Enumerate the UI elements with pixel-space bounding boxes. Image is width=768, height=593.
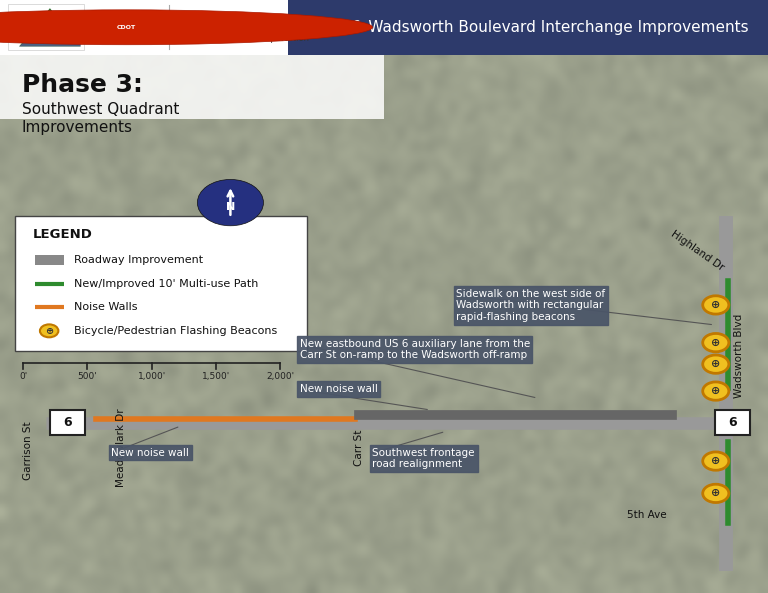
Text: ⊕: ⊕ xyxy=(711,300,720,310)
Text: US 6 & Wadsworth Boulevard Interchange Improvements: US 6 & Wadsworth Boulevard Interchange I… xyxy=(311,20,749,35)
Text: ⊕: ⊕ xyxy=(45,326,53,336)
FancyBboxPatch shape xyxy=(35,256,64,265)
FancyBboxPatch shape xyxy=(715,410,750,435)
Text: New eastbound US 6 auxiliary lane from the
Carr St on-ramp to the Wadsworth off-: New eastbound US 6 auxiliary lane from t… xyxy=(300,339,530,361)
Text: 6: 6 xyxy=(728,416,737,429)
Text: Southwest frontage
road realignment: Southwest frontage road realignment xyxy=(372,448,475,469)
Text: 500': 500' xyxy=(78,372,98,381)
Text: Meadowlark Dr: Meadowlark Dr xyxy=(116,409,127,487)
Polygon shape xyxy=(19,8,81,46)
Text: Noise Walls: Noise Walls xyxy=(74,302,138,313)
FancyBboxPatch shape xyxy=(288,0,768,55)
Text: ⊕: ⊕ xyxy=(711,386,720,396)
Circle shape xyxy=(0,10,372,44)
Text: Wadsworth Blvd: Wadsworth Blvd xyxy=(733,314,744,398)
Text: 1,500': 1,500' xyxy=(202,372,230,381)
Text: Phase 3:: Phase 3: xyxy=(22,74,142,97)
Text: Sidewalk on the west side of
Wadsworth with rectangular
rapid-flashing beacons: Sidewalk on the west side of Wadsworth w… xyxy=(456,289,605,322)
Text: Department of Transportation: Department of Transportation xyxy=(184,34,310,43)
Text: CDOT: CDOT xyxy=(118,25,136,30)
Text: N: N xyxy=(226,202,235,212)
Text: 1,000': 1,000' xyxy=(137,372,166,381)
Text: 2,000': 2,000' xyxy=(266,372,294,381)
Text: 6: 6 xyxy=(63,416,72,429)
Text: Highland Dr: Highland Dr xyxy=(669,229,726,273)
Text: 5th Ave: 5th Ave xyxy=(627,511,667,521)
Text: Roadway Improvement: Roadway Improvement xyxy=(74,255,204,265)
Circle shape xyxy=(703,452,729,470)
Polygon shape xyxy=(19,24,81,46)
Text: ⊕: ⊕ xyxy=(711,337,720,347)
Circle shape xyxy=(197,180,263,226)
Text: Improvements: Improvements xyxy=(22,120,133,135)
FancyBboxPatch shape xyxy=(0,55,384,119)
Text: Carr St: Carr St xyxy=(354,429,365,466)
Text: ⊕: ⊕ xyxy=(711,489,720,498)
Circle shape xyxy=(703,382,729,400)
FancyBboxPatch shape xyxy=(8,4,84,50)
Text: Garrison St: Garrison St xyxy=(23,421,34,480)
Text: ⊕: ⊕ xyxy=(711,359,720,369)
Circle shape xyxy=(703,484,729,502)
Text: Bicycle/Pedestrian Flashing Beacons: Bicycle/Pedestrian Flashing Beacons xyxy=(74,326,278,336)
FancyBboxPatch shape xyxy=(0,0,288,55)
Circle shape xyxy=(703,296,729,314)
FancyBboxPatch shape xyxy=(50,410,85,435)
Circle shape xyxy=(703,355,729,374)
Circle shape xyxy=(703,333,729,352)
Text: New noise wall: New noise wall xyxy=(111,448,189,458)
Text: LEGEND: LEGEND xyxy=(32,228,92,241)
Text: ⊕: ⊕ xyxy=(711,456,720,466)
FancyBboxPatch shape xyxy=(15,216,307,350)
Text: New/Improved 10' Multi-use Path: New/Improved 10' Multi-use Path xyxy=(74,279,259,289)
Text: New noise wall: New noise wall xyxy=(300,384,377,394)
Text: COLORADO: COLORADO xyxy=(184,12,263,25)
Circle shape xyxy=(40,324,58,337)
Text: 0': 0' xyxy=(19,372,27,381)
Text: Southwest Quadrant: Southwest Quadrant xyxy=(22,102,179,117)
